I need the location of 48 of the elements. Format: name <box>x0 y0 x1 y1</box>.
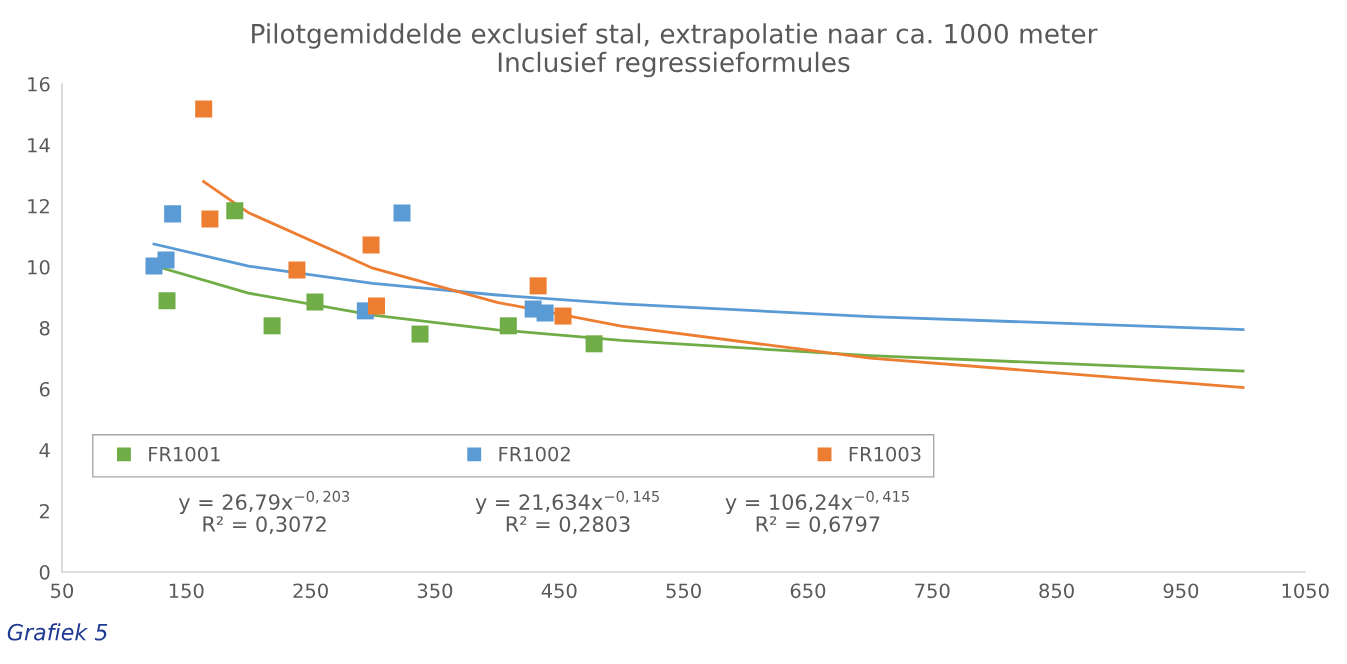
annotation: y = 26,79x$^{−0,203}$ R² = 0,3072 <box>178 490 350 535</box>
legend-label: FR1003 <box>849 446 921 462</box>
x-tick-label: 50 <box>51 583 74 599</box>
x-tick-label: 550 <box>666 583 701 599</box>
point <box>288 261 306 279</box>
x-tick-label: 650 <box>790 583 826 599</box>
x-tick-label: 1050 <box>1282 583 1329 599</box>
point <box>554 307 572 325</box>
annotation: y = 106,24x$^{−0,415}$ R² = 0,6797 <box>725 490 909 535</box>
x-tick-label: 850 <box>1039 583 1074 599</box>
y-tick-label: 4 <box>39 443 50 458</box>
x-tick-label: 250 <box>293 583 328 599</box>
point <box>158 292 176 310</box>
text: Grafiek 5 <box>7 623 108 641</box>
legend-label: FR1001 <box>149 446 220 462</box>
point <box>585 335 603 353</box>
point <box>499 317 517 335</box>
point <box>226 202 244 220</box>
y-tick-label: 8 <box>39 320 50 336</box>
point <box>411 325 429 343</box>
point <box>393 204 411 222</box>
y-tick-label: 0 <box>39 564 50 580</box>
point <box>368 297 386 315</box>
legend-label: FR1002 <box>499 446 570 462</box>
point <box>263 317 281 335</box>
point <box>536 304 554 322</box>
point <box>529 277 547 295</box>
x-tick-label: 350 <box>417 583 453 599</box>
chart-title: Pilotgemiddelde exclusief stal, extrapolatie naar ca. 1000 meter Inclusief regressieformules <box>252 23 1098 78</box>
point <box>306 293 324 311</box>
y-tick-label: 12 <box>28 198 49 214</box>
y-tick-label: 6 <box>39 381 50 397</box>
point <box>201 210 219 228</box>
point <box>195 100 213 118</box>
x-tick-label: 450 <box>541 583 577 599</box>
y-tick-label: 14 <box>28 138 50 153</box>
point <box>164 205 182 223</box>
point <box>362 236 380 254</box>
point <box>157 251 175 269</box>
y-tick-label: 16 <box>28 76 50 92</box>
line-series <box>202 180 1245 389</box>
y-tick-label: 10 <box>28 259 50 275</box>
annotation: y = 21,634x$^{−0,145}$ R² = 0,2803 <box>475 490 659 535</box>
x-tick-label: 950 <box>1163 583 1199 599</box>
y-tick-label: 2 <box>39 503 49 519</box>
line-series <box>152 242 1245 331</box>
x-tick-label: 150 <box>169 583 204 599</box>
x-tick-label: 750 <box>915 583 950 599</box>
